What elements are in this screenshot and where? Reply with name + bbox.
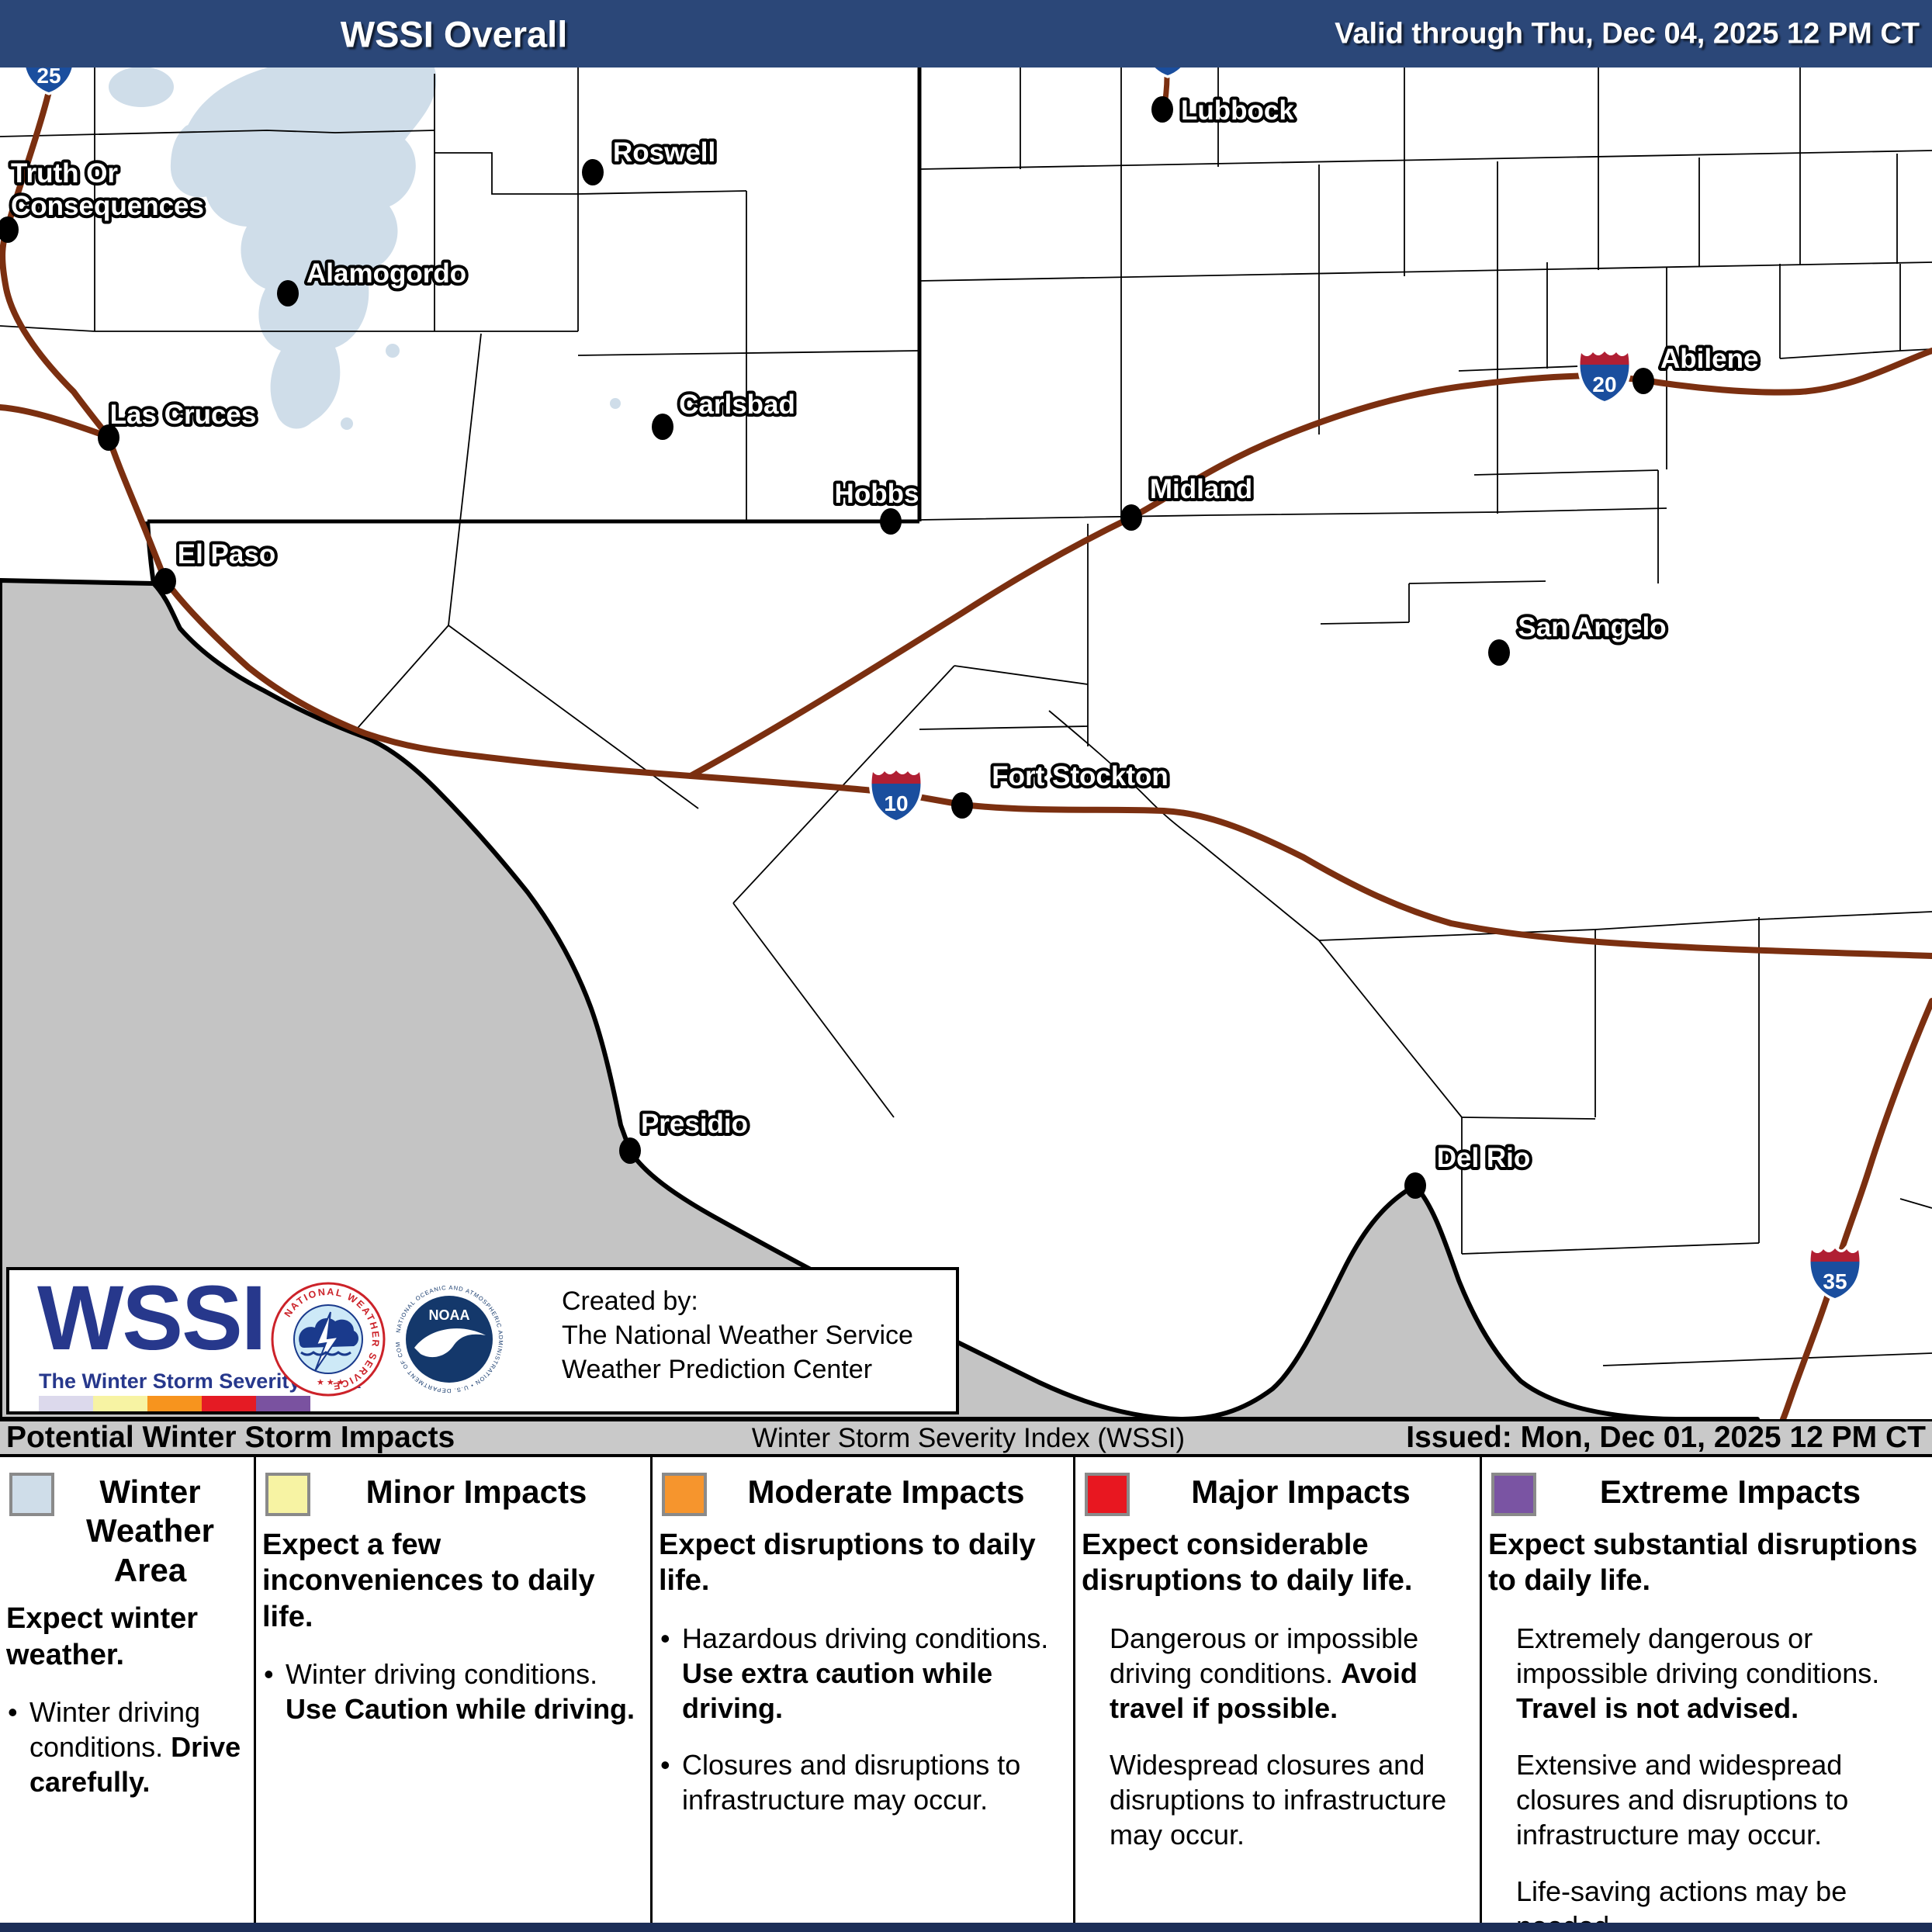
info-bar-subtitle: Winter Storm Severity Index (WSSI) [751, 1423, 1186, 1453]
title-bar: WSSI Overall Valid through Thu, Dec 04, … [0, 0, 1932, 68]
city-label: Truth Or [11, 158, 118, 189]
shield-number: 10 [884, 791, 908, 815]
nws-logo-icon: NATIONAL WEATHER SERVICE ★ ★ ★ [271, 1282, 386, 1397]
severity-color-strip [39, 1396, 310, 1411]
legend-item: Dangerous or impossible driving conditio… [1110, 1622, 1419, 1724]
interstate-shield-25: 25 [25, 68, 74, 92]
legend-column-major: Major Impacts Expect considerable disrup… [1075, 1457, 1482, 1923]
city-label: Alamogordo [306, 258, 466, 289]
minor-impacts-swatch [265, 1473, 310, 1516]
legend-item: Winter driving conditions. Use Caution w… [262, 1657, 642, 1726]
legend-lead: Expect disruptions to daily life. [659, 1529, 1036, 1598]
valid-through-label: Valid through Thu, Dec 04, 2025 12 PM CT [1335, 17, 1920, 50]
legend-title: Moderate Impacts [747, 1473, 1025, 1510]
city-dot [0, 216, 19, 243]
legend-lead: Expect substantial disruptions to daily … [1488, 1529, 1918, 1598]
city-label: Carlsbad [679, 390, 795, 420]
city-label: Consequences [11, 191, 204, 221]
page-title: WSSI Overall [340, 13, 568, 54]
moderate-impacts-swatch [662, 1473, 707, 1516]
extreme-impacts-swatch [1491, 1473, 1536, 1516]
info-bar: Potential Winter Storm Impacts Winter St… [0, 1419, 1932, 1457]
map-canvas: 25 20 10 35 Truth Or Co [0, 68, 1932, 1419]
city-markers: Truth Or Consequences Alamogordo Roswell… [0, 92, 1761, 1199]
county-borders [0, 68, 1932, 1366]
org-line-1: The National Weather Service [562, 1321, 913, 1351]
legend-lead: Expect a few inconveniences to daily lif… [262, 1529, 595, 1633]
interstate-shield-35: 35 [1811, 1248, 1860, 1298]
city-label: Lubbock [1181, 95, 1294, 126]
major-impacts-swatch [1085, 1473, 1130, 1516]
wssi-wordmark: WSSI [37, 1267, 267, 1369]
winter-weather-swatch [9, 1473, 54, 1516]
city-label: Del Rio [1437, 1143, 1531, 1173]
svg-text:★ ★ ★: ★ ★ ★ [317, 1378, 345, 1387]
legend-item: Widespread closures and disruptions to i… [1110, 1748, 1447, 1851]
winter-weather-area-shading [109, 68, 621, 430]
noaa-label: NOAA [429, 1307, 470, 1323]
legend-item: Winter driving conditions. Drive careful… [6, 1695, 246, 1799]
legend-lead: Expect considerable disruptions to daily… [1082, 1529, 1413, 1598]
city-label: Presidio [641, 1109, 748, 1139]
legend-title: Minor Impacts [365, 1473, 587, 1510]
noaa-logo-icon: NOAA NATIONAL OCEANIC AND ATMOSPHERIC AD… [391, 1281, 505, 1395]
created-by-label: Created by: [562, 1286, 698, 1316]
legend-item: Extremely dangerous or impossible drivin… [1516, 1622, 1880, 1724]
legend-item: Hazardous driving conditions. Use extra … [659, 1621, 1065, 1726]
issued-label: Issued: Mon, Dec 01, 2025 12 PM CT [1406, 1421, 1926, 1454]
bottom-border-strip [0, 1923, 1932, 1932]
legend-title: Major Impacts [1191, 1473, 1411, 1510]
city-label: Midland [1150, 474, 1252, 504]
interstate-shield-10: 10 [872, 770, 921, 820]
info-bar-title: Potential Winter Storm Impacts [6, 1421, 455, 1454]
shield-number: 20 [1592, 372, 1616, 396]
attribution-box: WSSI TM The Winter Storm Severity Index … [6, 1267, 959, 1414]
legend-item: Closures and disruptions to infrastructu… [659, 1747, 1065, 1817]
legend-lead: Expect winter weather. [6, 1602, 199, 1671]
road-i20 [687, 348, 1932, 779]
shield-number: 35 [1823, 1269, 1847, 1293]
city-label: Roswell [613, 137, 715, 168]
shield-number: 25 [36, 68, 61, 88]
impact-legend: Winter Weather Area Expect winter weathe… [0, 1457, 1932, 1932]
legend-column-minor: Minor Impacts Expect a few inconvenience… [256, 1457, 653, 1923]
city-label: Hobbs [835, 479, 919, 509]
city-label: Las Cruces [110, 400, 257, 430]
city-label: El Paso [178, 539, 275, 570]
legend-title: Extreme Impacts [1599, 1473, 1861, 1510]
legend-column-moderate: Moderate Impacts Expect disruptions to d… [653, 1457, 1075, 1923]
state-borders [145, 68, 922, 584]
road-i10 [106, 434, 1932, 959]
org-line-2: Weather Prediction Center [562, 1355, 873, 1385]
created-by-block: Created by: The National Weather Service… [562, 1284, 913, 1387]
legend-column-extreme: Extreme Impacts Expect substantial disru… [1482, 1457, 1932, 1932]
city-label: San Angelo [1518, 612, 1666, 642]
city-label: Abilene [1660, 344, 1758, 374]
road-i25 [0, 88, 112, 440]
legend-item: Extensive and widespread closures and di… [1516, 1748, 1849, 1851]
road-i10-west [0, 404, 112, 440]
city-label: Fort Stockton [992, 761, 1168, 791]
legend-title: Winter Weather Area [86, 1473, 214, 1588]
interstate-shield-20: 20 [1581, 351, 1629, 401]
legend-column-winter-weather: Winter Weather Area Expect winter weathe… [0, 1457, 256, 1923]
